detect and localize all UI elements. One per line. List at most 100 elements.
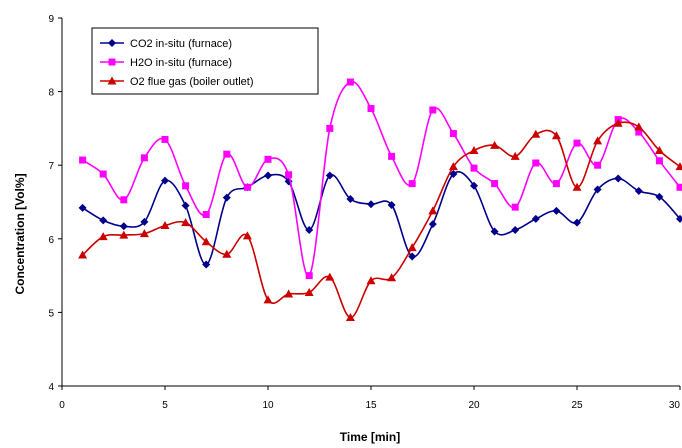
- series-1: [78, 170, 682, 269]
- legend-marker: [108, 58, 116, 66]
- data-point-marker: [408, 252, 417, 261]
- data-point-marker: [182, 182, 190, 190]
- data-point-marker: [573, 139, 581, 147]
- data-point-marker: [78, 250, 88, 259]
- y-tick-label: 7: [48, 161, 54, 172]
- data-point-marker: [428, 206, 438, 215]
- data-point-marker: [325, 272, 335, 281]
- data-point-marker: [78, 203, 87, 212]
- data-point-marker: [285, 171, 293, 179]
- data-point-marker: [79, 156, 87, 164]
- data-point-marker: [676, 183, 682, 191]
- x-tick-label: 20: [468, 400, 480, 411]
- series-2: [79, 78, 682, 280]
- data-point-marker: [490, 140, 500, 149]
- data-point-marker: [346, 195, 355, 204]
- data-point-marker: [367, 200, 375, 209]
- data-point-marker: [593, 136, 603, 145]
- legend-box: [91, 27, 319, 95]
- y-axis-title: Concentration [Vol%]: [13, 173, 27, 294]
- data-point-marker: [531, 214, 540, 223]
- data-point-marker: [304, 288, 314, 297]
- data-point-marker: [490, 227, 499, 236]
- legend-label: CO2 in-situ (furnace): [130, 38, 232, 50]
- data-point-marker: [470, 164, 478, 172]
- data-point-marker: [264, 155, 272, 163]
- data-point-marker: [119, 230, 129, 239]
- data-point-marker: [202, 211, 210, 219]
- legend-label: H2O in-situ (furnace): [130, 57, 232, 69]
- data-point-marker: [655, 192, 664, 201]
- y-tick-label: 9: [48, 14, 54, 25]
- data-point-marker: [510, 151, 520, 160]
- data-point-marker: [120, 196, 128, 204]
- data-point-marker: [594, 161, 602, 169]
- data-point-marker: [613, 118, 623, 127]
- data-point-marker: [448, 162, 458, 171]
- data-point-marker: [242, 231, 252, 240]
- data-point-marker: [552, 180, 560, 188]
- data-point-marker: [305, 225, 314, 234]
- legend-item: H2O in-situ (furnace): [100, 57, 232, 69]
- data-point-marker: [449, 170, 458, 179]
- data-point-marker: [223, 150, 231, 158]
- data-point-marker: [634, 122, 644, 131]
- data-point-marker: [676, 214, 682, 223]
- series-line: [82, 80, 681, 277]
- data-point-marker: [98, 232, 108, 241]
- data-point-marker: [222, 193, 231, 202]
- data-point-marker: [614, 174, 623, 183]
- data-point-marker: [243, 183, 251, 191]
- x-tick-label: 10: [262, 400, 274, 411]
- data-point-marker: [469, 145, 479, 154]
- legend-marker: [108, 39, 116, 47]
- data-point-marker: [326, 124, 334, 132]
- data-point-marker: [654, 145, 664, 154]
- data-point-marker: [263, 295, 273, 304]
- data-point-marker: [366, 276, 376, 285]
- data-point-marker: [655, 157, 663, 165]
- data-point-marker: [552, 206, 561, 215]
- data-point-marker: [551, 131, 561, 140]
- data-point-marker: [387, 200, 396, 209]
- data-point-marker: [367, 105, 375, 113]
- data-point-marker: [160, 221, 170, 230]
- y-tick-label: 6: [48, 235, 54, 246]
- data-point-marker: [161, 135, 169, 143]
- data-point-marker: [572, 182, 582, 191]
- y-tick-label: 4: [48, 382, 54, 393]
- data-point-marker: [119, 222, 128, 231]
- data-point-marker: [408, 180, 416, 188]
- legend-marker: [107, 76, 117, 85]
- data-point-marker: [346, 78, 354, 86]
- data-point-marker: [345, 313, 355, 322]
- axes: 4 5 6 7 8 9 0 5 10 15 20 25 30: [48, 14, 681, 411]
- x-axis-title: Time [min]: [340, 430, 400, 444]
- x-tick-label: 0: [59, 400, 65, 411]
- x-tick-label: 5: [162, 400, 168, 411]
- legend-item: O2 flue gas (boiler outlet): [100, 76, 254, 88]
- data-point-marker: [202, 260, 211, 269]
- data-point-marker: [449, 130, 457, 138]
- data-point-marker: [222, 249, 232, 258]
- y-tick-label: 8: [48, 88, 54, 99]
- x-tick-label: 30: [669, 400, 681, 411]
- data-point-marker: [675, 162, 682, 171]
- data-point-marker: [532, 159, 540, 167]
- y-tick-label: 5: [48, 308, 54, 319]
- series-layer: [78, 78, 682, 322]
- x-tick-label: 15: [365, 400, 377, 411]
- data-point-marker: [634, 186, 643, 195]
- data-point-marker: [139, 229, 149, 238]
- data-point-marker: [284, 289, 294, 298]
- legend: CO2 in-situ (furnace) H2O in-situ (furnac…: [91, 27, 319, 95]
- data-point-marker: [99, 170, 107, 178]
- data-point-marker: [573, 218, 581, 227]
- legend-item: CO2 in-situ (furnace): [100, 38, 232, 50]
- series-line: [82, 171, 681, 266]
- data-point-marker: [531, 129, 541, 138]
- data-point-marker: [99, 216, 108, 225]
- data-point-marker: [635, 128, 643, 136]
- data-point-marker: [181, 218, 191, 227]
